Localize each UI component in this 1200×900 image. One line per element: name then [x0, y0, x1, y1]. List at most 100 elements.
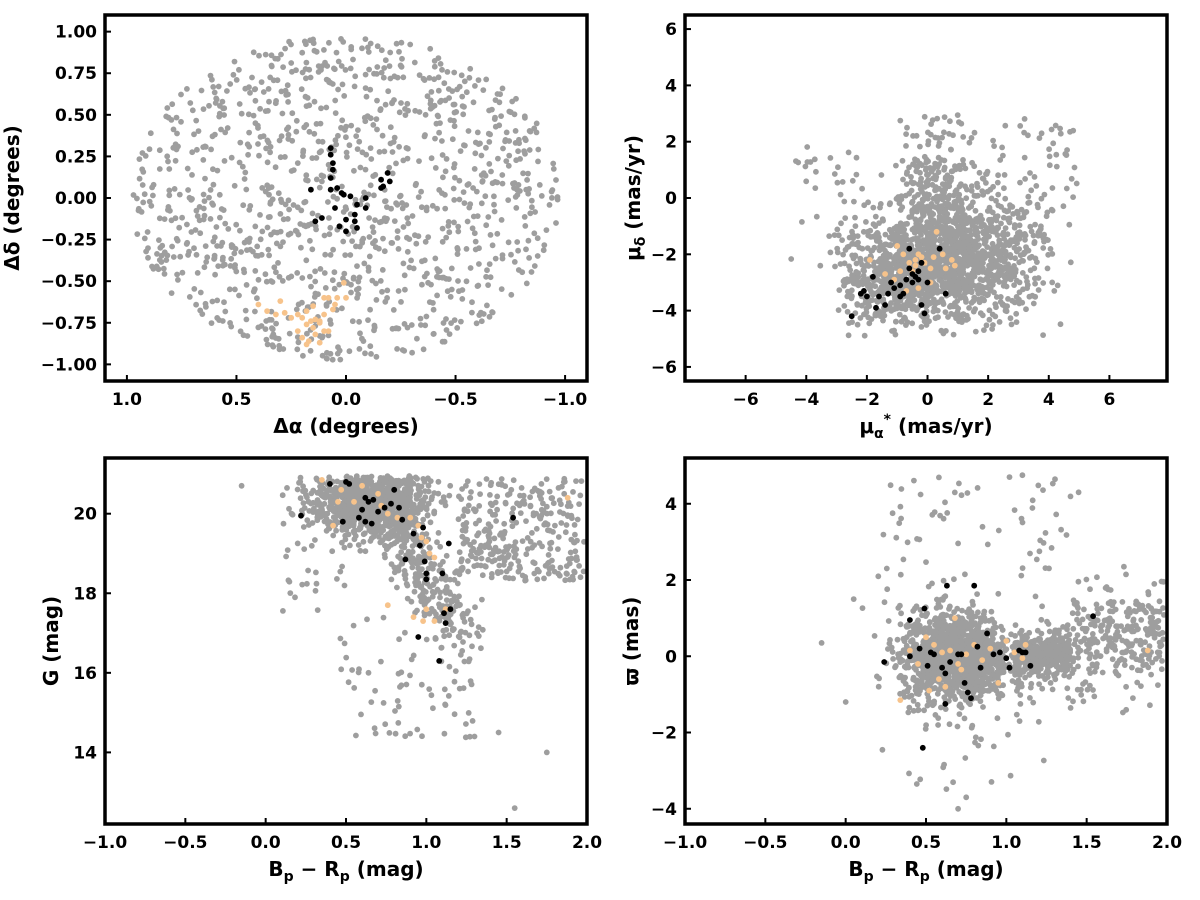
field-star-point — [1005, 274, 1012, 281]
field-star-point — [996, 263, 1003, 269]
field-star-point — [503, 158, 510, 165]
field-star-point — [492, 114, 498, 121]
field-star-point — [178, 118, 184, 125]
member-star-orange-point — [325, 328, 332, 334]
field-star-point — [1046, 153, 1053, 160]
field-star-point — [437, 594, 443, 601]
field-star-point — [333, 141, 340, 148]
field-star-point — [499, 172, 506, 178]
field-star-point — [285, 131, 292, 138]
field-star-point — [302, 487, 309, 494]
field-star-point — [425, 234, 432, 241]
field-star-point — [510, 505, 517, 512]
field-star-point — [450, 101, 457, 108]
field-star-point — [303, 122, 310, 128]
field-star-point — [558, 520, 565, 526]
field-star-point — [454, 245, 461, 251]
member-star-black-point — [410, 530, 417, 537]
field-star-point — [386, 164, 393, 171]
field-star-point — [945, 247, 952, 254]
field-star-point — [980, 230, 987, 237]
field-star-point — [407, 672, 413, 679]
field-star-point — [835, 232, 842, 239]
field-star-point — [402, 112, 409, 118]
field-star-point — [492, 123, 499, 130]
field-star-point — [166, 166, 173, 172]
field-star-point — [288, 168, 295, 174]
field-star-point — [451, 161, 458, 167]
field-star-point — [187, 100, 194, 106]
field-star-point — [917, 143, 923, 150]
field-star-point — [473, 549, 480, 556]
field-star-point — [531, 485, 538, 492]
field-star-point — [994, 224, 1001, 231]
field-star-point — [430, 306, 437, 313]
field-star-point — [398, 100, 404, 106]
field-star-point — [144, 229, 151, 235]
field-star-point — [269, 326, 276, 333]
field-star-point — [865, 276, 872, 283]
field-star-point — [335, 58, 342, 65]
field-star-point — [1070, 127, 1077, 134]
field-star-point — [232, 245, 239, 252]
field-star-point — [197, 289, 204, 296]
field-star-point — [304, 494, 310, 501]
field-star-point — [898, 239, 904, 245]
field-star-point — [481, 544, 488, 551]
member-star-orange-point — [915, 285, 922, 291]
field-star-point — [958, 181, 964, 188]
field-star-point — [335, 132, 341, 139]
field-star-point — [363, 477, 370, 484]
member-star-black-point — [906, 245, 913, 252]
member-star-black-point — [848, 313, 855, 320]
field-star-point — [422, 111, 429, 118]
field-star-point — [472, 520, 479, 527]
field-star-point — [407, 41, 414, 48]
field-star-point — [979, 221, 986, 228]
field-star-point — [266, 316, 273, 323]
field-star-point — [526, 127, 533, 134]
field-star-point — [158, 259, 165, 265]
field-star-point — [270, 331, 277, 338]
field-star-point — [941, 114, 948, 120]
field-star-point — [398, 478, 405, 485]
field-star-point — [382, 198, 389, 205]
field-star-point — [1021, 154, 1028, 161]
field-star-point — [434, 539, 440, 546]
field-star-point — [432, 165, 439, 171]
field-star-point — [341, 510, 347, 516]
member-star-orange-point — [343, 294, 349, 301]
field-star-point — [838, 220, 844, 227]
field-star-point — [498, 217, 505, 223]
field-star-point — [1057, 321, 1064, 328]
field-star-point — [280, 346, 287, 352]
field-star-point — [535, 158, 541, 165]
field-star-point — [382, 57, 389, 64]
field-star-point — [966, 244, 973, 250]
field-star-point — [452, 569, 458, 576]
field-star-point — [153, 263, 160, 270]
field-star-point — [377, 278, 384, 284]
field-star-point — [520, 497, 527, 504]
field-star-point — [341, 93, 348, 99]
field-star-point — [550, 166, 557, 172]
field-star-point — [935, 154, 942, 161]
field-star-point — [499, 180, 506, 187]
field-star-point — [496, 562, 503, 569]
member-star-black-point — [915, 268, 922, 275]
field-star-point — [391, 218, 398, 225]
field-star-point — [429, 202, 436, 209]
member-star-orange-point — [310, 303, 316, 309]
field-star-point — [799, 219, 805, 225]
field-star-point — [537, 488, 543, 495]
member-star-orange-point — [418, 534, 425, 541]
field-star-point — [517, 510, 524, 516]
field-star-point — [392, 708, 398, 714]
field-star-point — [1049, 185, 1056, 191]
field-star-point — [262, 326, 269, 332]
field-star-point — [271, 264, 278, 271]
field-star-point — [256, 52, 262, 59]
field-star-point — [268, 231, 274, 238]
field-star-point — [538, 481, 545, 487]
